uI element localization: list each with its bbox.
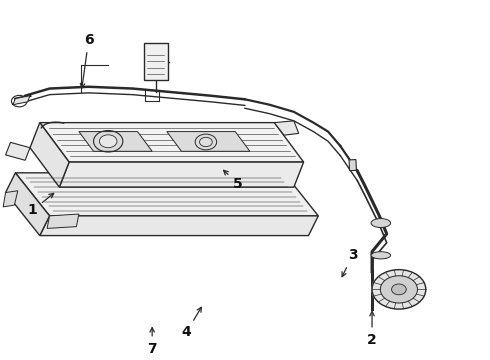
Text: 7: 7 xyxy=(147,328,157,356)
Circle shape xyxy=(199,137,212,147)
Polygon shape xyxy=(15,173,318,216)
Ellipse shape xyxy=(371,219,391,228)
Text: 1: 1 xyxy=(27,193,53,217)
Text: 2: 2 xyxy=(367,311,377,347)
Polygon shape xyxy=(40,216,318,235)
Text: 5: 5 xyxy=(223,170,243,190)
Polygon shape xyxy=(349,159,356,171)
Polygon shape xyxy=(30,123,69,187)
Polygon shape xyxy=(59,162,304,187)
Circle shape xyxy=(380,276,417,303)
Polygon shape xyxy=(5,142,30,160)
Ellipse shape xyxy=(371,252,391,259)
Polygon shape xyxy=(5,173,49,235)
Polygon shape xyxy=(79,132,152,151)
Polygon shape xyxy=(274,121,299,135)
Text: 6: 6 xyxy=(80,33,94,88)
Polygon shape xyxy=(13,96,30,105)
Circle shape xyxy=(392,284,406,295)
FancyBboxPatch shape xyxy=(144,43,168,80)
Circle shape xyxy=(99,135,117,148)
Polygon shape xyxy=(3,191,18,207)
Polygon shape xyxy=(167,132,250,151)
Circle shape xyxy=(372,270,426,309)
Polygon shape xyxy=(47,214,79,228)
Text: 3: 3 xyxy=(342,248,357,276)
Text: 4: 4 xyxy=(181,307,201,339)
Polygon shape xyxy=(40,123,304,162)
